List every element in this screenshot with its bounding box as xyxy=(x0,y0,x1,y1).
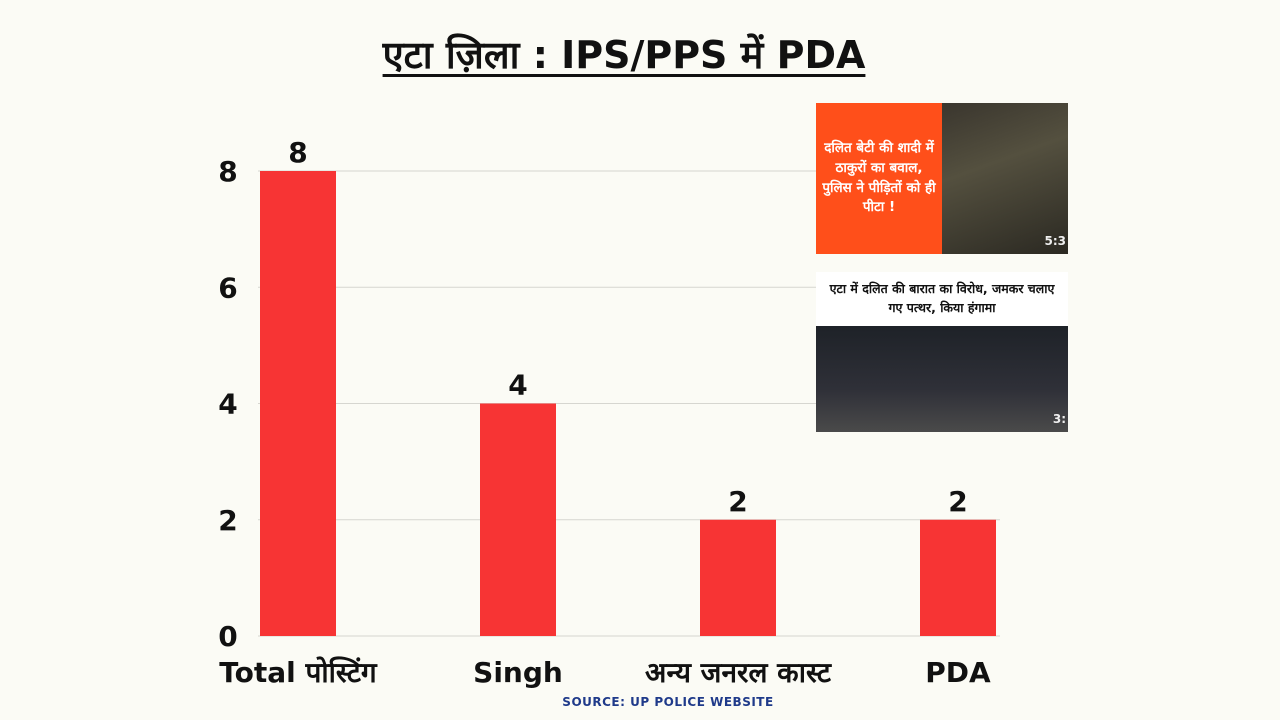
bar xyxy=(920,519,996,636)
y-tick-label: 8 xyxy=(218,155,237,188)
chart-title: एटा ज़िला : IPS/PPS में PDA xyxy=(382,33,866,77)
y-tick-label: 2 xyxy=(218,504,237,537)
y-tick-label: 0 xyxy=(218,620,237,653)
news-photo-1 xyxy=(942,103,1068,254)
news-thumbnail-2[interactable]: एटा में दलित की बारात का विरोध, जमकर चला… xyxy=(816,272,1068,432)
data-label: 2 xyxy=(948,485,967,518)
x-category-label: PDA xyxy=(925,656,991,689)
x-category-label: अन्य जनरल कास्ट xyxy=(645,656,832,689)
x-category-label: Total पोस्टिंग xyxy=(219,656,378,689)
data-label: 8 xyxy=(288,136,307,169)
x-category-label: Singh xyxy=(473,656,563,689)
y-tick-label: 6 xyxy=(218,271,237,304)
video-duration-2: 3: xyxy=(1052,412,1066,426)
video-duration-1: 5:3 xyxy=(1044,234,1067,248)
news-caption-1: दलित बेटी की शादी में ठाकुरों का बवाल, प… xyxy=(816,103,942,254)
y-tick-label: 4 xyxy=(218,388,237,421)
bar xyxy=(700,519,776,636)
bar xyxy=(260,171,336,636)
news-caption-2: एटा में दलित की बारात का विरोध, जमकर चला… xyxy=(816,272,1068,326)
bar xyxy=(480,403,556,636)
news-photo-2 xyxy=(816,326,1068,432)
data-label: 4 xyxy=(508,369,527,402)
data-label: 2 xyxy=(728,485,747,518)
source-note: SOURCE: UP POLICE WEBSITE xyxy=(562,695,774,709)
news-thumbnail-1[interactable]: दलित बेटी की शादी में ठाकुरों का बवाल, प… xyxy=(816,103,1068,254)
